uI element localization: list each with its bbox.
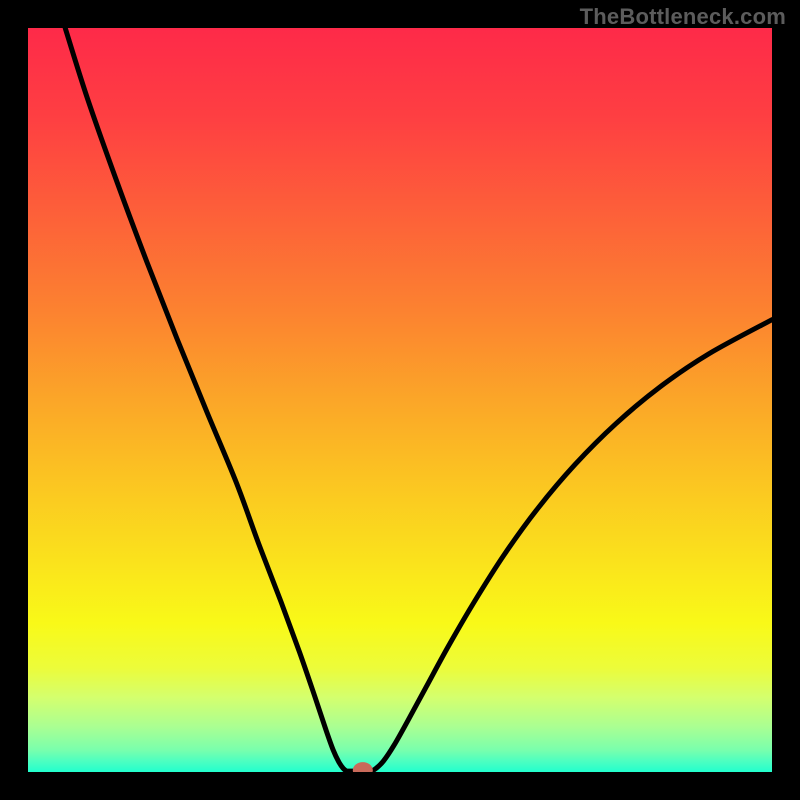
bottleneck-curve [65,28,772,771]
curve-svg [28,28,772,772]
optimum-marker [353,762,373,772]
plot-area [28,28,772,772]
watermark-text: TheBottleneck.com [580,4,786,30]
chart-frame: TheBottleneck.com [0,0,800,800]
